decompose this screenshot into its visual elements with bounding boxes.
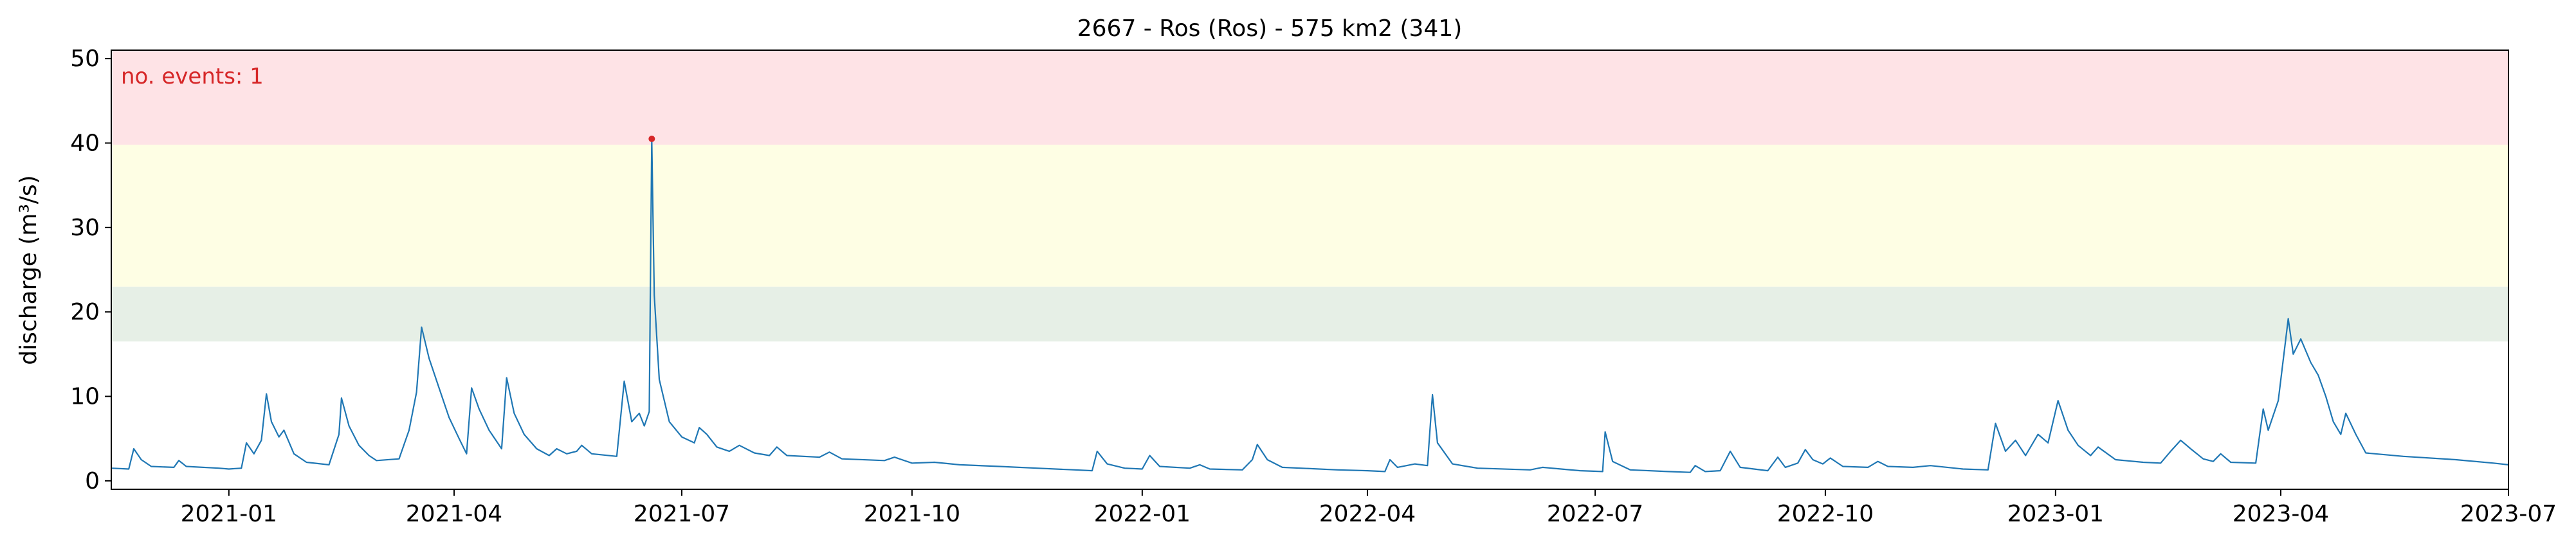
threshold-band-1 [111, 145, 2508, 287]
y-axis-ticks: 0 10 20 30 40 50 [70, 46, 111, 494]
x-tick-label-8: 2023-01 [2007, 501, 2104, 527]
event-markers [648, 135, 655, 142]
x-axis-ticks: 2021-01 2021-04 2021-07 2021-10 2022-01 2022-… [181, 489, 2557, 527]
y-tick-label-4: 40 [70, 130, 100, 156]
x-tick-label-2: 2021-07 [634, 501, 730, 527]
x-tick-label-0: 2021-01 [181, 501, 277, 527]
x-tick-label-7: 2022-10 [1777, 501, 1874, 527]
y-tick-label-1: 10 [70, 384, 100, 410]
threshold-band-0 [111, 286, 2508, 342]
y-tick-label-0: 0 [85, 468, 100, 494]
y-tick-label-3: 30 [70, 215, 100, 241]
x-tick-label-10: 2023-07 [2460, 501, 2557, 527]
discharge-line-0 [111, 138, 2509, 473]
x-tick-label-3: 2021-10 [864, 501, 960, 527]
y-tick-label-5: 50 [70, 46, 100, 72]
threshold-bands [111, 50, 2508, 342]
y-axis-label: discharge (m³/s) [15, 175, 42, 365]
series-layer [111, 138, 2509, 473]
x-tick-label-4: 2022-01 [1094, 501, 1191, 527]
event-marker-0 [648, 135, 655, 142]
x-tick-label-9: 2023-04 [2233, 501, 2329, 527]
events-annotation: no. events: 1 [121, 64, 264, 89]
x-tick-label-1: 2021-04 [406, 501, 502, 527]
chart-title: 2667 - Ros (Ros) - 575 km2 (341) [1077, 15, 1462, 42]
x-tick-label-6: 2022-07 [1547, 501, 1643, 527]
threshold-band-2 [111, 50, 2508, 145]
y-tick-label-2: 20 [70, 299, 100, 325]
x-tick-label-5: 2022-04 [1319, 501, 1416, 527]
plot-frame [111, 50, 2509, 490]
